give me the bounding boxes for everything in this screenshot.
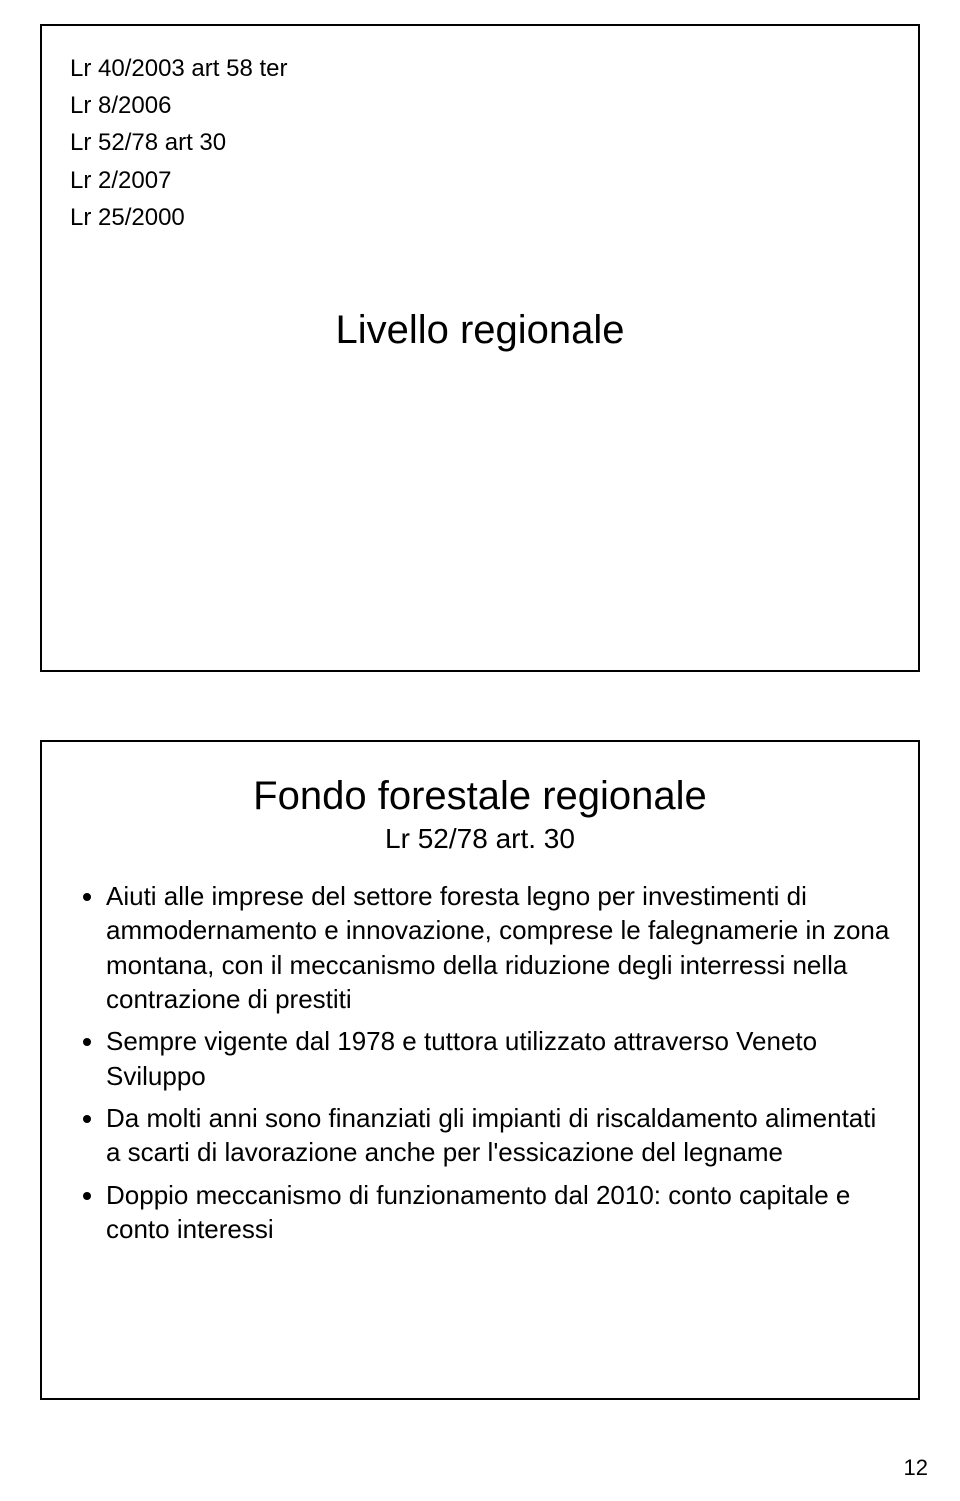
page-number: 12	[904, 1455, 928, 1481]
slide-bottom: Fondo forestale regionale Lr 52/78 art. …	[40, 740, 920, 1400]
bullet-item: Sempre vigente dal 1978 e tuttora utiliz…	[106, 1024, 890, 1093]
slide-top: Lr 40/2003 art 58 ter Lr 8/2006 Lr 52/78…	[40, 24, 920, 672]
law-reference-line: Lr 40/2003 art 58 ter	[70, 50, 890, 87]
law-reference-line: Lr 2/2007	[70, 162, 890, 199]
law-reference-line: Lr 25/2000	[70, 199, 890, 236]
bullet-item: Doppio meccanismo di funzionamento dal 2…	[106, 1178, 890, 1247]
slide-bottom-title: Fondo forestale regionale	[70, 774, 890, 819]
bullet-item: Da molti anni sono finanziati gli impian…	[106, 1101, 890, 1170]
slide-bottom-subtitle: Lr 52/78 art. 30	[70, 823, 890, 855]
law-reference-line: Lr 8/2006	[70, 87, 890, 124]
page-container: Lr 40/2003 art 58 ter Lr 8/2006 Lr 52/78…	[0, 0, 960, 1501]
law-reference-line: Lr 52/78 art 30	[70, 124, 890, 161]
bullet-item: Aiuti alle imprese del settore foresta l…	[106, 879, 890, 1016]
slide-top-title: Livello regionale	[70, 308, 890, 353]
bullet-list: Aiuti alle imprese del settore foresta l…	[84, 879, 890, 1246]
